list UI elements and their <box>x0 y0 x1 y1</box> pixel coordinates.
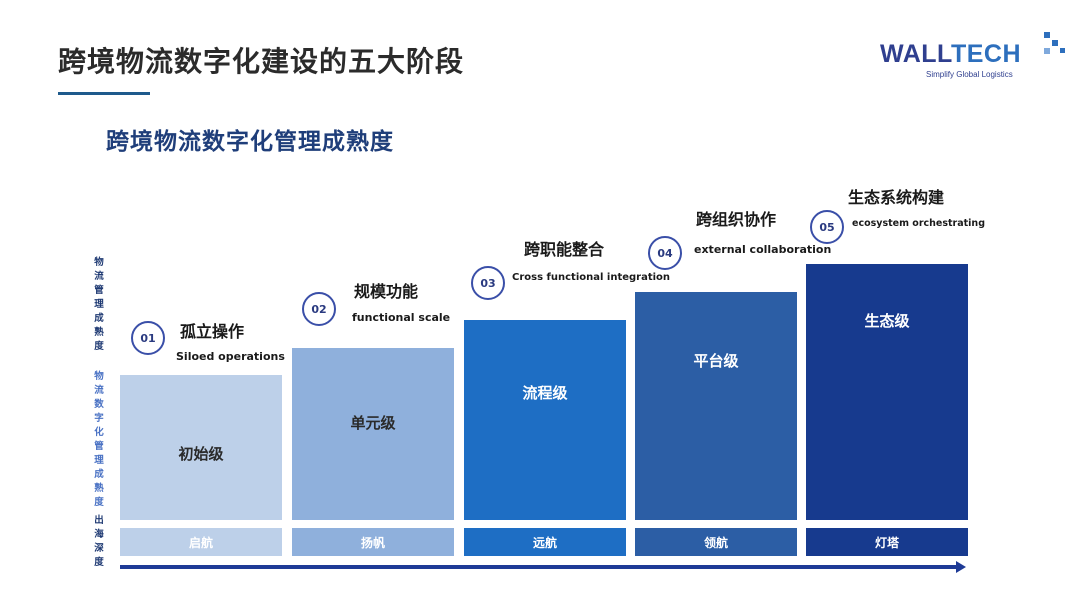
title-underline <box>58 92 150 95</box>
stage-name-en: external collaboration <box>694 243 832 256</box>
stage-number-badge: 03 <box>471 266 505 300</box>
stage-name-en: Siloed operations <box>176 350 285 363</box>
stage-name-cn: 生态系统构建 <box>848 188 945 207</box>
stage-bar-04: 平台级 <box>635 292 797 520</box>
stage-name-en: functional scale <box>352 311 451 324</box>
stage-bar-01: 初始级 <box>120 375 282 520</box>
logo-tech: TECH <box>950 40 1022 68</box>
stage-footer-02: 扬帆 <box>292 528 454 556</box>
stage-level-label: 流程级 <box>522 384 568 402</box>
stage-number-badge: 04 <box>648 236 682 270</box>
walltech-logo: WALLTECH Simplify Global Logistics <box>878 30 1068 86</box>
progress-arrow-line <box>120 565 958 569</box>
stage-name-cn: 孤立操作 <box>180 322 245 341</box>
stage-name-en: Cross functional integration <box>512 272 671 283</box>
axis-label-overseas-depth: 出海深度 <box>94 515 104 568</box>
stage-name-en: ecosystem orchestrating <box>852 218 985 229</box>
stage-level-label: 单元级 <box>350 414 396 432</box>
progress-arrow-head-icon <box>956 561 966 573</box>
logo-wall: WALL <box>880 40 951 68</box>
stage-footer-03: 远航 <box>464 528 626 556</box>
stage-name-cn: 跨组织协作 <box>696 210 777 229</box>
stage-number-badge: 05 <box>810 210 844 244</box>
logo-pixel-icon <box>1060 48 1065 53</box>
axis-label-digital-maturity: 物流数字化管理成熟度 <box>94 371 104 508</box>
logo-pixel-icon <box>1044 48 1050 54</box>
logo-pixel-icon <box>1044 32 1050 38</box>
stage-name-cn: 跨职能整合 <box>524 240 605 259</box>
stage-level-label: 初始级 <box>178 445 224 463</box>
stage-bar-03: 流程级 <box>464 320 626 520</box>
axis-label-management-maturity: 物流管理成熟度 <box>94 257 104 352</box>
stage-footer-04: 领航 <box>635 528 797 556</box>
stage-footer-05: 灯塔 <box>806 528 968 556</box>
stage-number-badge: 01 <box>131 321 165 355</box>
diagram-subtitle: 跨境物流数字化管理成熟度 <box>106 129 394 155</box>
slide-title: 跨境物流数字化建设的五大阶段 <box>58 45 465 78</box>
stage-footer-01: 启航 <box>120 528 282 556</box>
stage-bar-02: 单元级 <box>292 348 454 520</box>
stage-level-label: 平台级 <box>693 352 739 370</box>
stage-bar-05: 生态级 <box>806 264 968 520</box>
logo-wordmark: WALLTECH <box>880 40 1021 69</box>
logo-pixel-icon <box>1052 40 1058 46</box>
stage-level-label: 生态级 <box>864 312 910 330</box>
stage-number-badge: 02 <box>302 292 336 326</box>
logo-tagline: Simplify Global Logistics <box>926 70 1013 79</box>
stage-name-cn: 规模功能 <box>354 282 419 301</box>
